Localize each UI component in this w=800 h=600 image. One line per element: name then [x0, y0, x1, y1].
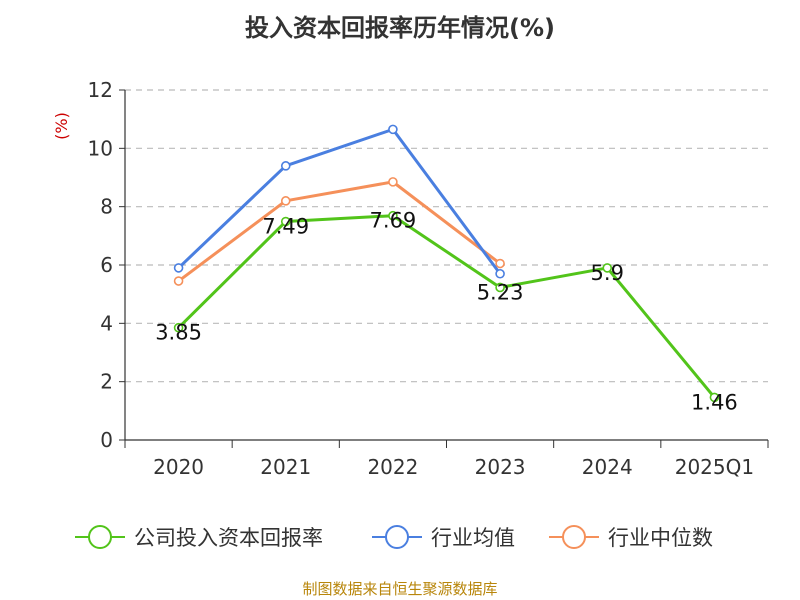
y-tick-label: 4 [100, 311, 113, 335]
y-tick-label: 8 [100, 195, 113, 219]
data-label: 7.49 [262, 215, 309, 239]
legend-label: 行业中位数 [608, 526, 713, 550]
data-point [280, 196, 291, 206]
data-label: 3.85 [155, 321, 202, 345]
y-axis-label: (%) [52, 112, 71, 140]
data-point [388, 124, 398, 135]
source-note: 制图数据来自恒生聚源数据库 [302, 580, 498, 598]
y-tick-label: 0 [100, 428, 113, 452]
x-tick-label: 2025Q1 [675, 455, 754, 479]
data-label: 7.69 [370, 209, 417, 233]
series-line [177, 214, 716, 399]
data-labels: 3.85 7.49 7.69 5.23 5.9 1.46 [155, 209, 738, 415]
data-point [388, 177, 398, 187]
data-point [173, 322, 184, 333]
data-point [173, 263, 184, 273]
y-tick-label: 12 [88, 78, 113, 102]
data-point [173, 276, 184, 286]
y-tick-label: 10 [88, 136, 113, 160]
data-label: 5.9 [591, 261, 624, 285]
y-axis-ticks: 0 2 4 6 8 10 12 [88, 78, 125, 452]
data-point [709, 392, 720, 403]
data-point [495, 258, 505, 269]
legend-marker [88, 525, 112, 549]
x-tick-label: 2020 [153, 455, 204, 479]
legend: 公司投入资本回报率 行业均值 行业中位数 [75, 525, 713, 550]
y-tick-label: 2 [100, 370, 113, 394]
legend-label: 行业均值 [431, 526, 515, 550]
chart-title: 投入资本回报率历年情况(%) [245, 14, 555, 42]
gridlines [125, 89, 768, 383]
legend-label: 公司投入资本回报率 [134, 526, 323, 550]
data-point [388, 210, 398, 221]
data-point [280, 216, 291, 227]
data-label: 1.46 [691, 390, 738, 414]
legend-marker [562, 525, 586, 549]
y-tick-label: 6 [100, 253, 113, 277]
series-lines [173, 124, 720, 403]
data-point [495, 282, 505, 293]
x-tick-label: 2021 [260, 455, 311, 479]
x-tick-label: 2023 [475, 455, 526, 479]
x-axis-ticks: 2020 2021 2022 2023 2024 2025Q1 [124, 440, 769, 479]
data-point [495, 268, 505, 279]
x-tick-label: 2024 [582, 455, 633, 479]
x-tick-label: 2022 [367, 455, 418, 479]
series-line [177, 127, 502, 275]
data-point [602, 263, 613, 273]
data-point [280, 161, 291, 171]
legend-marker [385, 525, 409, 549]
data-label: 5.23 [477, 280, 524, 304]
series-line [177, 180, 501, 283]
